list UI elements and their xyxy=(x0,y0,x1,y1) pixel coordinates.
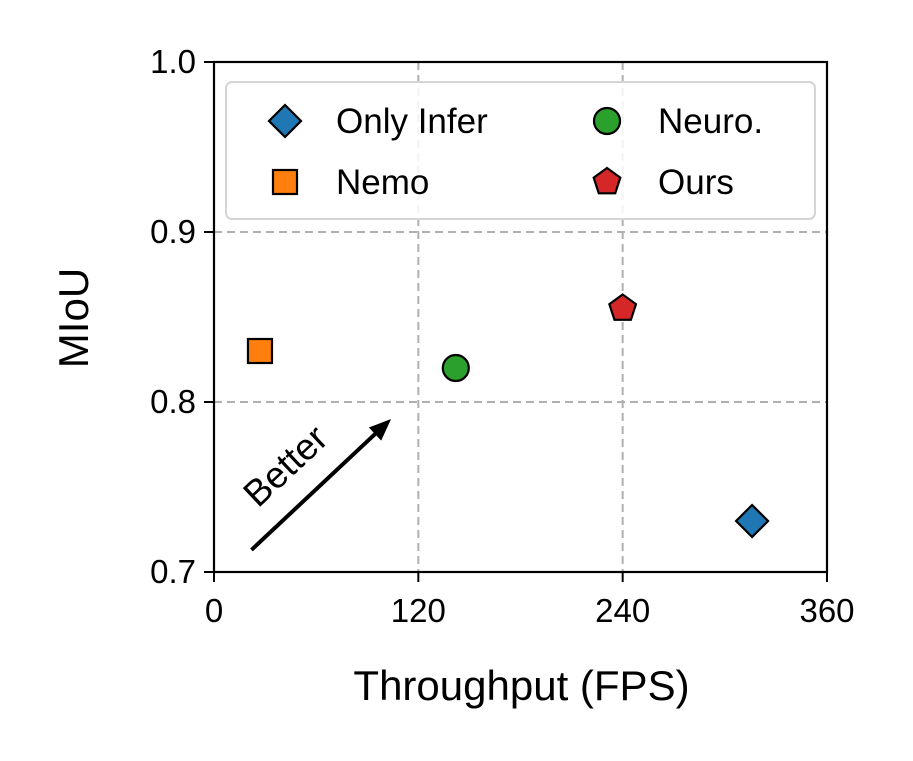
legend: Only Infer Neuro. Nemo Ours xyxy=(225,81,816,220)
x-tick-label-0: 0 xyxy=(205,592,223,629)
legend-label-neuro: Neuro. xyxy=(658,102,763,141)
legend-label-nemo: Nemo xyxy=(336,163,429,202)
y-tick-label-0: 0.7 xyxy=(150,553,196,590)
point-nemo xyxy=(246,337,274,365)
legend-label-ours: Ours xyxy=(658,163,734,202)
legend-box xyxy=(225,81,816,220)
legend-marker-only-infer xyxy=(267,103,303,139)
y-tick-label-2: 0.9 xyxy=(150,213,196,250)
plot-frame xyxy=(212,60,829,574)
legend-marker-neuro xyxy=(592,106,622,136)
data-points xyxy=(246,293,770,539)
better-arrow-shaft xyxy=(250,431,378,552)
better-label: Better xyxy=(235,417,335,514)
legend-marker-ours xyxy=(592,166,622,195)
axis-ticks xyxy=(204,61,828,582)
x-tick-label-2: 240 xyxy=(595,592,650,629)
point-neuro xyxy=(441,353,470,383)
y-axis-label: MIoU xyxy=(50,268,97,368)
point-only-infer xyxy=(734,503,770,539)
y-tick-label-3: 1.0 xyxy=(150,43,196,80)
legend-label-only-infer: Only Infer xyxy=(336,102,488,141)
x-tick-label-3: 360 xyxy=(799,592,854,629)
x-axis-label: Throughput (FPS) xyxy=(353,662,689,709)
better-arrow-head xyxy=(368,419,392,441)
y-tick-label-1: 0.8 xyxy=(150,383,196,420)
point-ours xyxy=(608,293,638,321)
x-tick-label-1: 120 xyxy=(391,592,446,629)
better-annotation: Better xyxy=(235,417,392,552)
legend-marker-nemo xyxy=(271,168,299,196)
tick-labels: 0 120 240 360 0.7 0.8 0.9 1.0 xyxy=(150,43,854,629)
